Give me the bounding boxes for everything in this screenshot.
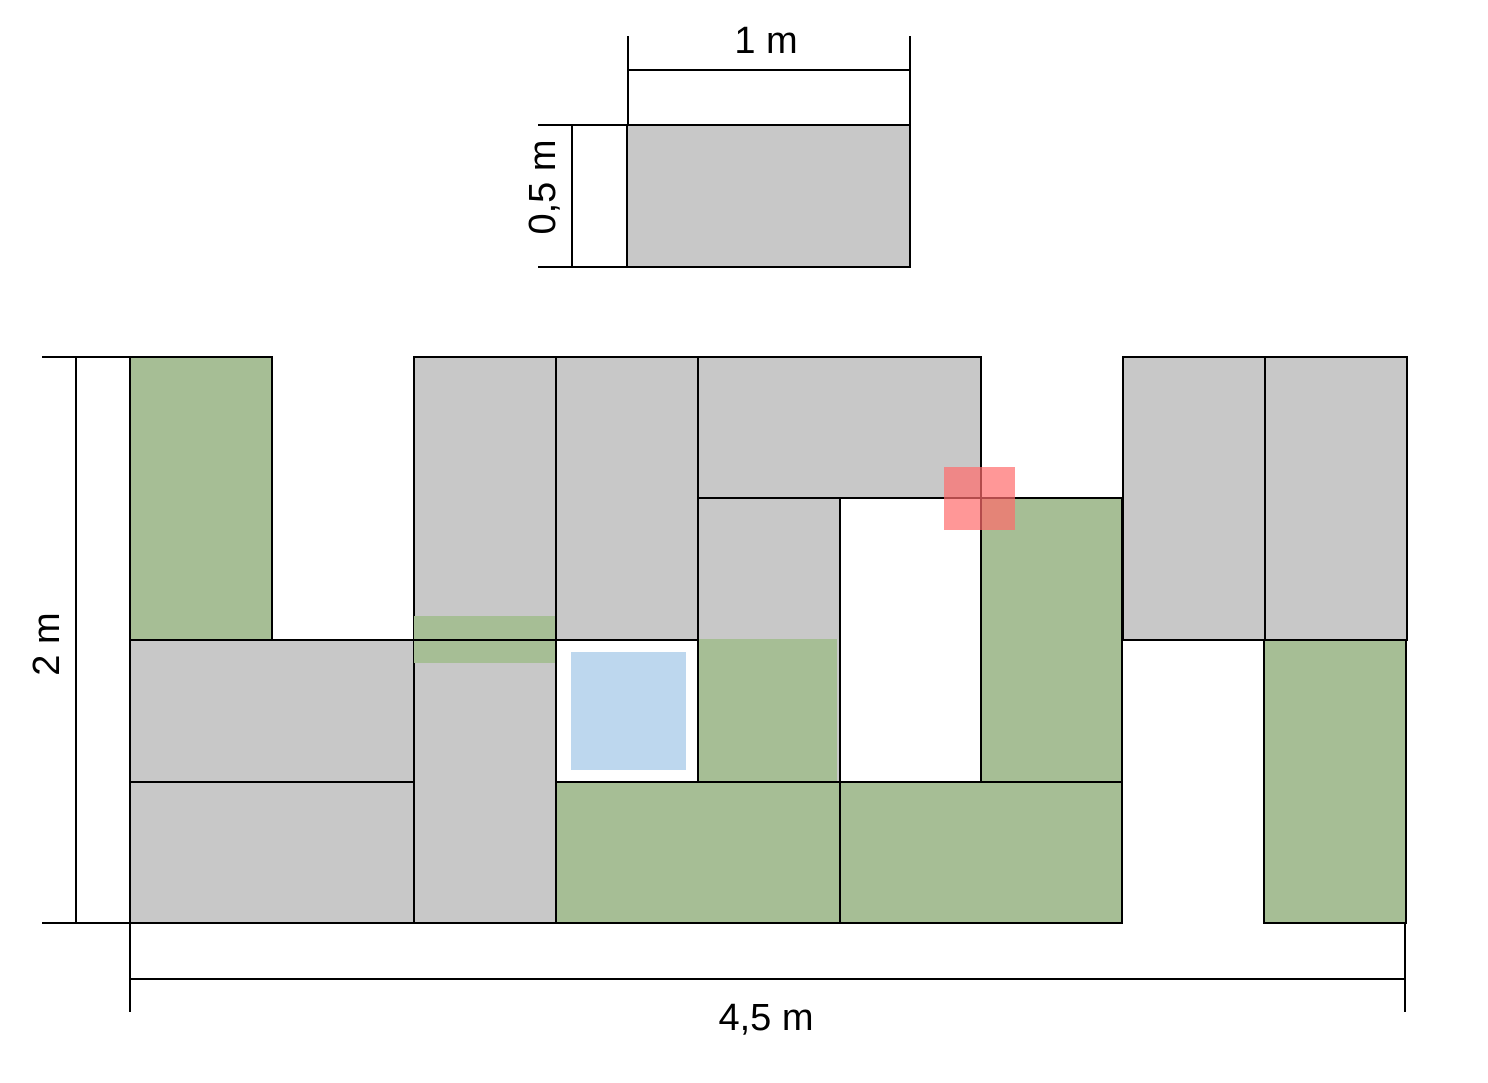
floor-width-label: 4,5 m — [718, 997, 813, 1039]
tile-gray — [129, 639, 415, 783]
green-overlap-block — [698, 639, 837, 782]
tile-green — [839, 781, 1123, 924]
tile-gray — [129, 781, 415, 924]
blue-square — [571, 652, 686, 770]
tile-gray — [413, 356, 557, 641]
tile-green — [129, 356, 273, 641]
sample-width-label: 1 m — [734, 20, 797, 62]
floor-tiles — [129, 356, 1408, 924]
tile-gray — [1122, 356, 1266, 641]
tile-gray — [555, 356, 699, 641]
sample-height-label: 0,5 m — [522, 139, 564, 234]
tile-gray — [413, 639, 557, 924]
empty-gap — [839, 497, 982, 783]
sample-tile — [626, 124, 911, 268]
floor-width-dimension: 4,5 m — [129, 923, 1406, 1039]
tile-gray — [1264, 356, 1408, 641]
floor-height-dimension: 2 m — [26, 356, 130, 924]
tile-green — [980, 497, 1123, 783]
tile-gray — [697, 356, 982, 499]
tile-green — [555, 781, 841, 924]
floor-height-label: 2 m — [26, 612, 68, 675]
tile-green — [1263, 639, 1407, 924]
red-marker — [944, 467, 1015, 530]
sample-tile-group: 1 m 0,5 m — [522, 20, 911, 268]
